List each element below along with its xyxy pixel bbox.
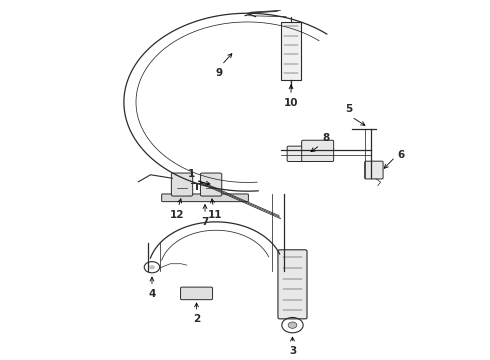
Circle shape [288,322,297,328]
FancyBboxPatch shape [302,140,334,162]
FancyBboxPatch shape [172,173,193,196]
Text: 6: 6 [397,150,405,160]
Text: 8: 8 [322,133,330,143]
Text: 11: 11 [208,210,222,220]
Text: 9: 9 [216,68,223,78]
Text: 4: 4 [148,289,156,299]
Text: 2: 2 [193,314,200,324]
FancyBboxPatch shape [287,146,309,162]
FancyBboxPatch shape [365,161,383,179]
Text: 5: 5 [345,104,353,114]
FancyBboxPatch shape [181,287,213,300]
Circle shape [149,265,155,269]
Text: 12: 12 [170,210,184,220]
Text: 3: 3 [289,346,296,356]
FancyBboxPatch shape [278,250,307,319]
FancyBboxPatch shape [162,194,248,202]
FancyBboxPatch shape [200,173,222,196]
Text: 10: 10 [284,98,298,108]
Bar [281,22,301,80]
Text: 1: 1 [188,168,196,179]
Text: 7: 7 [201,217,209,227]
